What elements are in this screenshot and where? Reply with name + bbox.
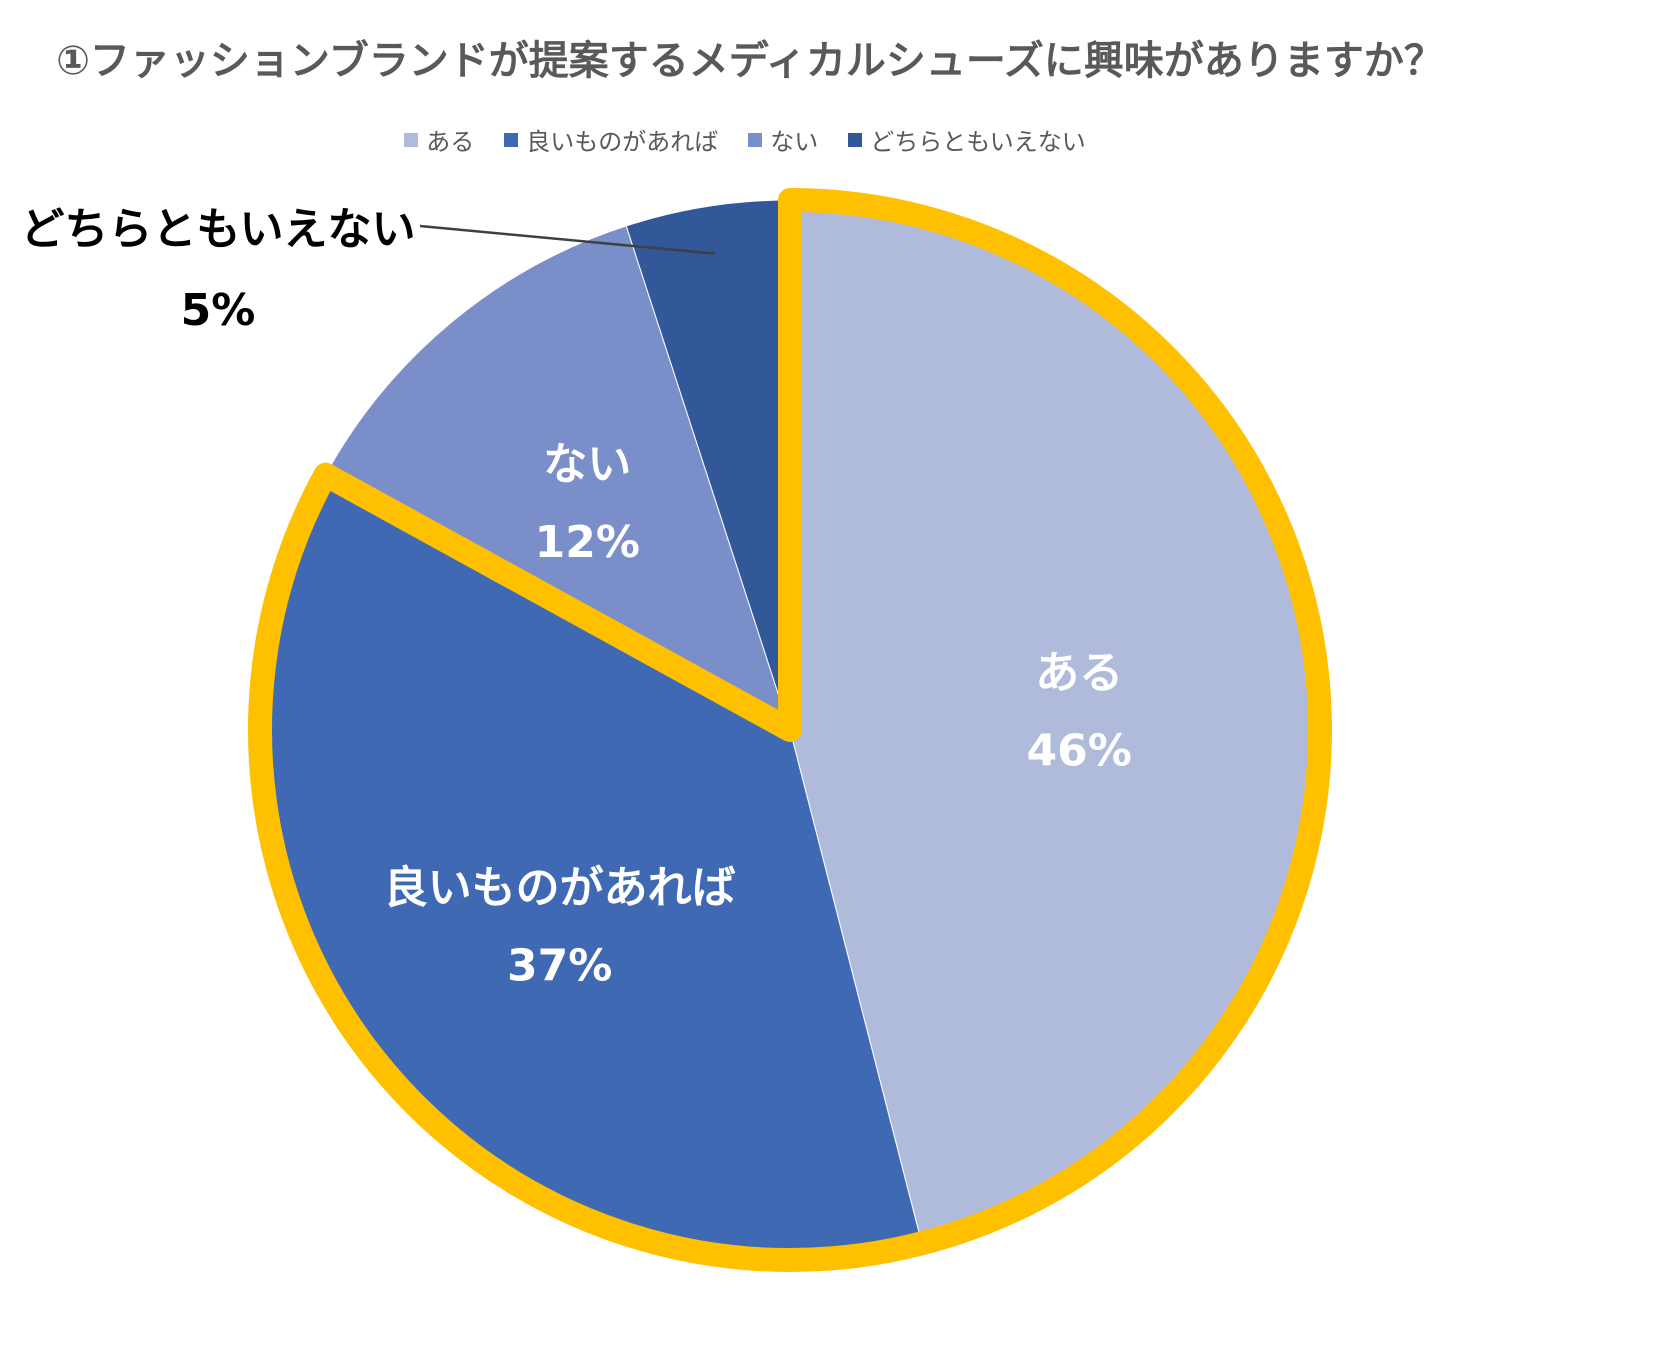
legend-swatch-yoimono [504, 132, 519, 147]
leader-line-dochira [419, 224, 715, 255]
pie-slice-nai [324, 225, 791, 732]
slice-value-aru: 46% [1027, 725, 1132, 776]
legend-label-dochira: どちらともいえない [870, 128, 1086, 156]
slice-value-nai: 12% [535, 517, 640, 568]
slice-label-nai: ない [543, 439, 631, 490]
slice-label-dochira: どちらともいえない [20, 204, 415, 255]
legend-swatch-nai [748, 132, 763, 147]
legend-item-aru: ある [404, 122, 474, 157]
slice-value-dochira: 5% [181, 285, 256, 336]
legend-item-nai: ない [748, 122, 818, 157]
highlight-outline [248, 188, 1332, 1272]
legend-swatch-aru [404, 132, 419, 147]
legend-item-yoimono: 良いものがあれば [504, 122, 718, 157]
legend-label-aru: ある [426, 128, 475, 156]
slice-value-yoimono: 37% [507, 941, 612, 992]
legend-label-nai: ない [770, 128, 819, 156]
slice-label-yoimono: 良いものがあれば [384, 863, 736, 914]
highlight-layer [248, 188, 1332, 1272]
chart-legend: ある 良いものがあれば ない どちらともいえない [0, 122, 1490, 157]
labels-layer: ある 46% 良いものがあれば 37% ない 12% どちらともいえない 5% [20, 204, 1131, 992]
slice-label-aru: ある [1035, 647, 1123, 698]
legend-swatch-dochira [848, 132, 863, 147]
legend-item-dochira: どちらともいえない [848, 122, 1086, 157]
chart-title: ①ファッションブランドが提案するメディカルシューズに興味がありますか？ [56, 38, 1444, 84]
legend-label-yoimono: 良いものがあれば [526, 128, 719, 156]
slices-layer [259, 199, 1321, 1261]
